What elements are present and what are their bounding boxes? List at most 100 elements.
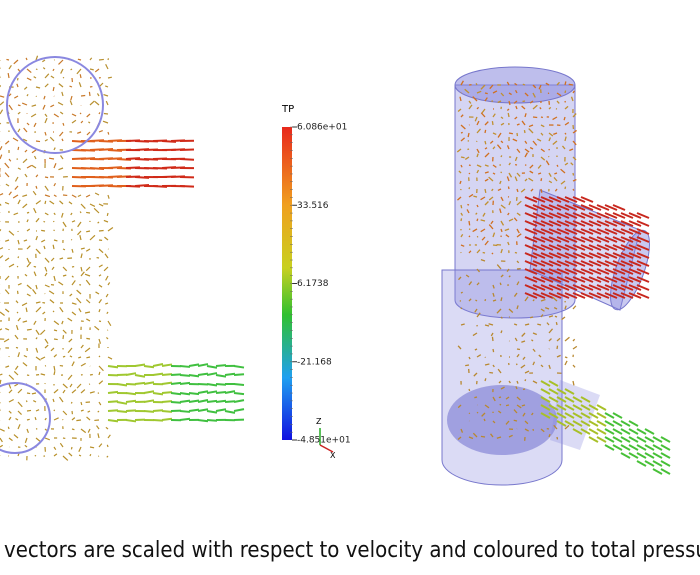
vector xyxy=(564,420,575,427)
vector xyxy=(460,114,464,118)
vector xyxy=(8,398,14,403)
vector xyxy=(492,172,496,175)
vector xyxy=(620,268,634,275)
vector xyxy=(524,276,538,283)
vector xyxy=(532,140,538,146)
vector xyxy=(492,284,495,289)
vector xyxy=(476,411,479,414)
vector xyxy=(197,390,209,394)
vector xyxy=(468,172,471,175)
vector xyxy=(498,380,502,384)
vector xyxy=(472,432,478,438)
vector xyxy=(491,121,494,126)
vector xyxy=(21,102,28,106)
vector xyxy=(476,90,482,94)
vector xyxy=(660,436,671,443)
vector xyxy=(4,162,10,169)
vector xyxy=(556,244,570,251)
vector xyxy=(78,356,82,359)
vector xyxy=(4,308,10,313)
vector xyxy=(105,100,109,106)
vector xyxy=(179,417,191,421)
vector xyxy=(555,321,558,326)
vector xyxy=(628,212,642,219)
vector xyxy=(499,282,502,286)
vector xyxy=(61,212,64,218)
vector xyxy=(596,228,610,235)
vector xyxy=(76,289,82,295)
vector xyxy=(143,399,155,403)
vector xyxy=(540,380,551,387)
vector xyxy=(465,274,470,278)
vector xyxy=(588,244,602,251)
vector xyxy=(98,112,101,115)
vector xyxy=(514,156,518,162)
vector xyxy=(572,268,586,275)
vector xyxy=(588,276,602,283)
vector xyxy=(524,140,528,144)
vector xyxy=(564,260,578,267)
vector xyxy=(481,108,486,114)
vector xyxy=(532,196,546,203)
vector xyxy=(620,220,634,227)
vector xyxy=(604,268,618,275)
vector xyxy=(513,100,518,104)
vector xyxy=(561,316,566,321)
vector xyxy=(60,155,64,160)
vector xyxy=(62,383,68,389)
vector xyxy=(474,348,478,351)
vector xyxy=(80,401,83,406)
vector xyxy=(460,124,466,130)
vector xyxy=(522,412,526,417)
vector xyxy=(500,228,503,233)
vector xyxy=(500,155,503,158)
vector xyxy=(62,248,66,251)
vector xyxy=(540,220,554,227)
vector xyxy=(22,320,28,323)
vector xyxy=(612,212,626,219)
vector xyxy=(60,68,64,74)
vector xyxy=(522,83,526,86)
vector xyxy=(224,390,236,394)
vector xyxy=(44,344,49,349)
vector xyxy=(628,292,642,299)
vector xyxy=(572,228,586,235)
vector xyxy=(464,156,470,161)
vector xyxy=(548,137,552,142)
vector xyxy=(513,419,518,422)
vector xyxy=(71,119,77,124)
vector xyxy=(580,428,591,435)
vector xyxy=(53,409,56,412)
vector xyxy=(506,81,510,86)
vector xyxy=(233,373,245,376)
vector xyxy=(26,392,31,395)
vector xyxy=(457,196,462,201)
vector xyxy=(23,354,28,358)
vector xyxy=(59,131,64,137)
vector xyxy=(528,124,534,128)
vector xyxy=(604,244,618,251)
vector xyxy=(548,220,562,227)
vector xyxy=(556,276,570,283)
vector xyxy=(596,284,610,291)
vector xyxy=(596,436,607,443)
vector xyxy=(197,372,209,376)
vector xyxy=(4,275,10,281)
vector xyxy=(89,203,96,207)
vector xyxy=(69,85,73,88)
vector xyxy=(233,399,245,403)
vector xyxy=(35,185,38,189)
vector xyxy=(604,252,618,259)
vector xyxy=(0,373,3,376)
vector xyxy=(556,420,567,427)
vector xyxy=(628,260,642,267)
vector xyxy=(13,370,19,376)
vector xyxy=(564,196,578,203)
vector xyxy=(35,409,40,412)
vector xyxy=(548,292,562,299)
vector xyxy=(44,212,49,216)
vector xyxy=(8,437,13,442)
vector xyxy=(604,220,618,227)
vector xyxy=(644,436,655,443)
vector xyxy=(612,204,626,211)
